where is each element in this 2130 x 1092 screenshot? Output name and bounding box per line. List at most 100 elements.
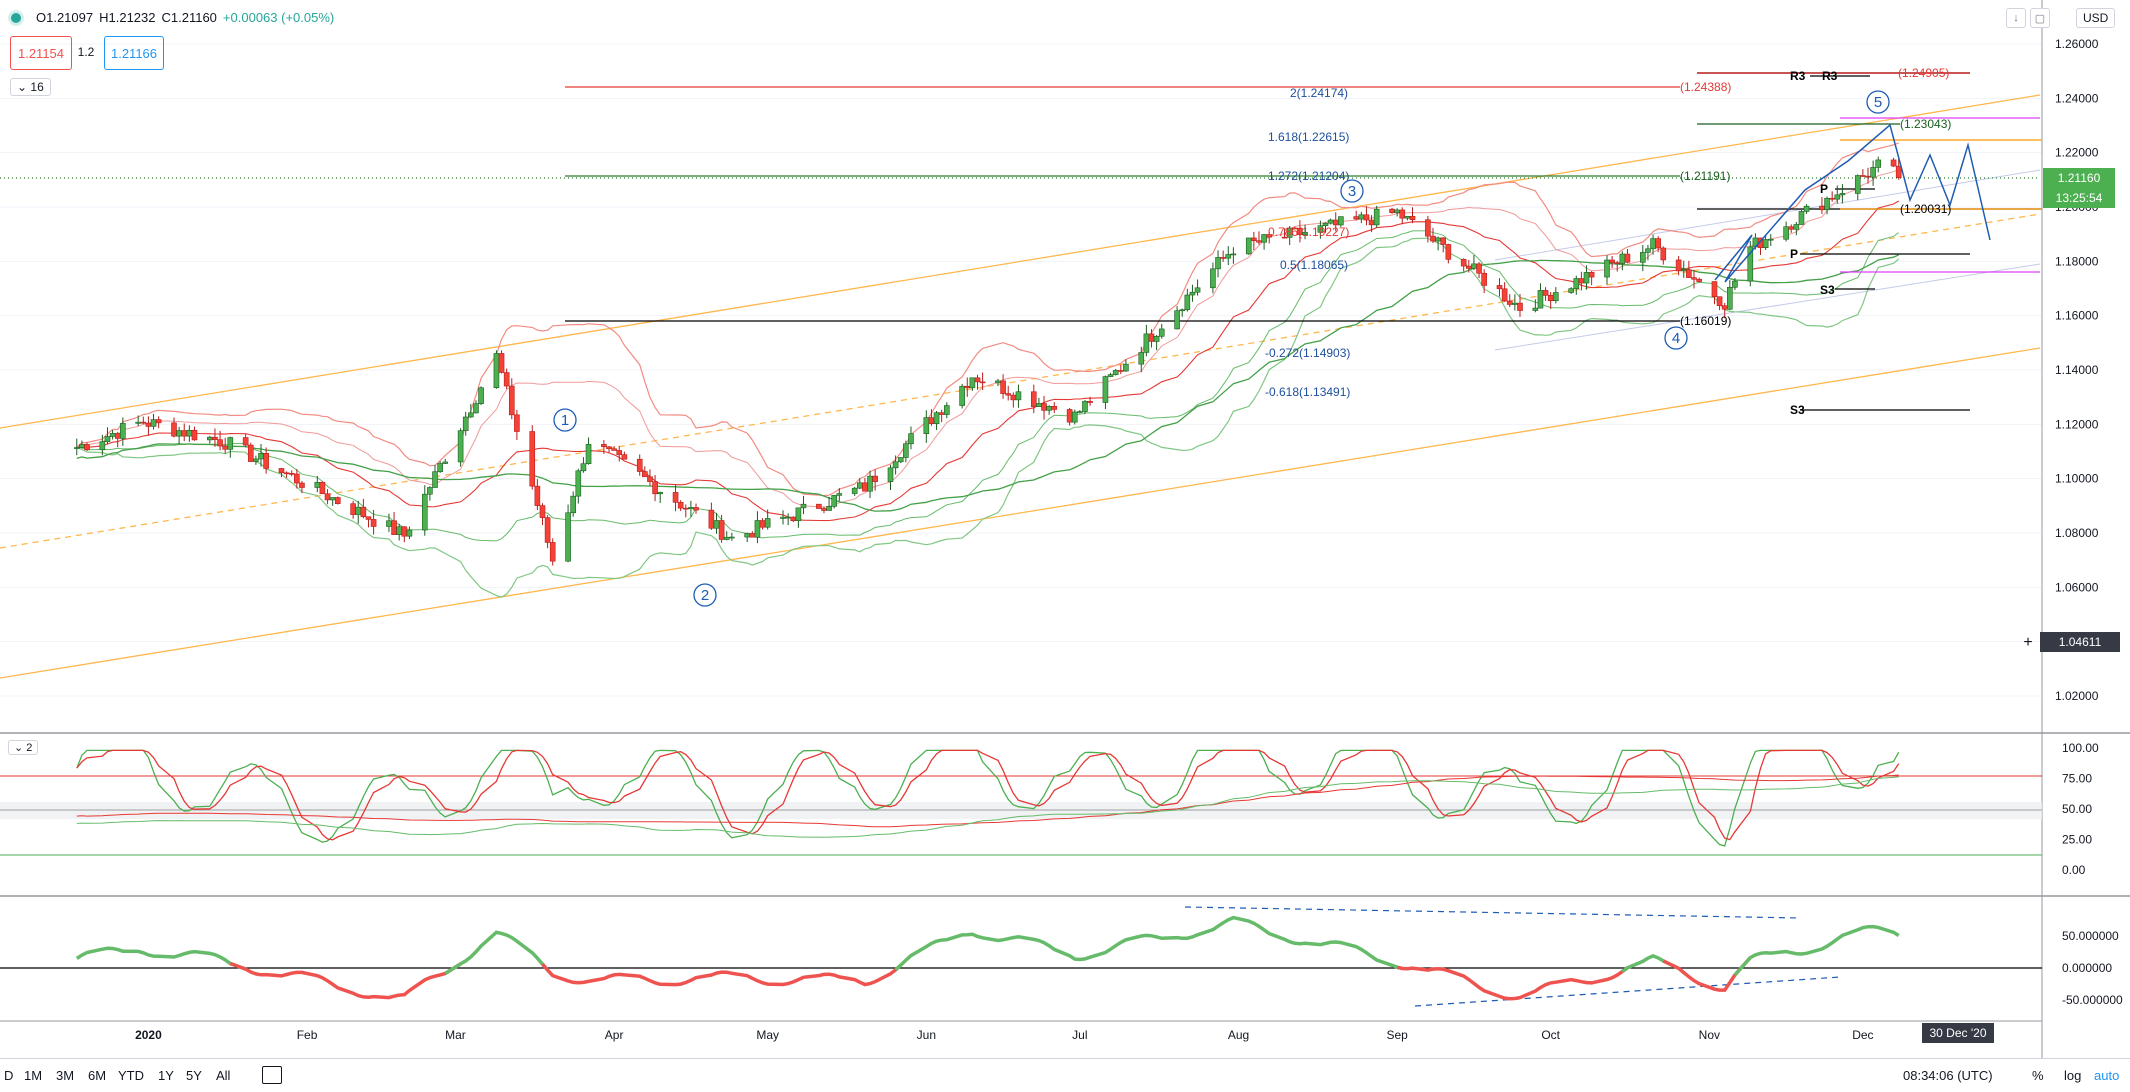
wave-3-label: 3 [1348,183,1356,200]
oscillator-axis: 50.000000 0.000000 -50.000000 [2062,929,2123,1007]
candle [1261,233,1267,250]
candle [549,538,556,566]
time-axis[interactable]: 2020 Feb Mar Apr May Jun Jul Aug Sep Oct Nov Dec [135,1028,1873,1042]
pivot-label-r3-a: R3 [1790,69,1806,83]
wave-projection[interactable] [1714,123,1991,283]
osc-divergence-bottom[interactable] [1414,976,1841,1007]
candle [1245,237,1252,255]
candle [606,446,612,453]
range-3m[interactable]: 3M [56,1068,75,1083]
candle [406,526,413,540]
channel-mid-line[interactable] [0,213,2041,549]
candle [908,426,914,450]
candle [570,491,576,517]
bollinger-lower-outer [76,237,1900,598]
fib-labels: 2(1.24174) 1.618(1.22615) 1.272(1.21204)… [1265,66,1951,417]
range-all[interactable]: All [216,1068,231,1083]
candle [677,500,684,512]
range-5y[interactable]: 5Y [186,1068,202,1083]
oscillator-tick-label: 50.000000 [2062,929,2119,943]
time-tick-label: Sep [1386,1028,1408,1042]
candle [503,368,510,390]
candle [1640,244,1646,272]
moving-average-50 [76,254,1899,512]
candle [1496,278,1503,297]
arrow-down-icon[interactable]: ↓ [2006,8,2026,28]
clock-time[interactable]: 08:34:06 (UTC) [1903,1068,1993,1083]
candle [1138,346,1145,373]
indicators-toggle[interactable]: ⌄ 16 [10,78,51,96]
time-tick-label: Feb [297,1028,318,1042]
candle [1460,258,1467,272]
buy-button[interactable]: 1.21166 [104,36,164,70]
price-tick-label: 1.16000 [2055,309,2099,323]
log-toggle[interactable]: log [2064,1068,2082,1083]
cursor-date-tag: 30 Dec '20 [1922,1023,1994,1043]
plus-icon[interactable]: + [2023,634,2032,651]
cursor-date-label: 30 Dec '20 [1930,1026,1987,1040]
channel-upper-line[interactable] [0,94,2041,429]
price-tick-label: 1.10000 [2055,472,2099,486]
percent-toggle[interactable]: % [2032,1068,2044,1083]
wave-2-marker[interactable]: 2 [693,583,717,607]
candle [1542,287,1549,301]
price-tick-label: 1.22000 [2055,146,2099,160]
horizontal-levels[interactable] [0,72,2042,411]
maximize-icon[interactable]: ▢ [2030,8,2050,28]
candle [294,469,300,489]
wave-labels[interactable]: 1 2 3 4 5 [553,90,1890,607]
candle [1302,224,1308,240]
price-axis[interactable]: 1.260001.240001.220001.200001.180001.160… [2055,37,2099,703]
oscillator-pane[interactable]: 50.000000 0.000000 -50.000000 [0,906,2123,1007]
chevron-down-icon: ⌄ [17,80,31,94]
candle [1727,280,1733,311]
candle [1624,248,1631,264]
calendar-icon[interactable] [262,1066,282,1084]
stochastic-tick-label: 75.00 [2062,772,2092,786]
candle [493,350,500,389]
time-tick-label: Apr [605,1028,624,1042]
price-tick-label: 1.26000 [2055,37,2099,51]
stochastic-pane[interactable]: 100.00 75.00 50.00 25.00 0.00 [0,741,2099,877]
candlestick-series[interactable] [73,156,1902,566]
oscillator-tick-label: 0.000000 [2062,961,2112,975]
sell-button[interactable]: 1.21154 [10,36,72,70]
candle [831,495,838,509]
candle [621,451,628,460]
candle [427,486,433,501]
osc-divergence-top[interactable] [1184,906,1801,919]
range-1m[interactable]: 1M [24,1068,43,1083]
candle [1251,231,1257,250]
wave-3-marker[interactable]: 3 [1340,179,1364,203]
candle [1481,269,1487,294]
wave-projection-path[interactable] [1714,123,1991,283]
wave-4-marker[interactable]: 4 [1664,326,1688,350]
range-d[interactable]: D [4,1068,14,1083]
candle [1174,306,1180,330]
osc-line-positive [75,946,247,971]
candle [969,377,976,391]
stochastic-collapse[interactable]: ⌄ 2 [8,740,39,755]
candle [457,428,464,467]
candle [514,409,520,440]
countdown-label: 13:25:54 [2056,191,2103,205]
channel-lower-line[interactable] [0,347,2041,679]
range-ytd[interactable]: YTD [118,1068,144,1083]
candle [1107,372,1114,378]
candle [923,410,930,443]
trend-channel[interactable] [0,94,2041,679]
candle [544,515,551,549]
gray-trendline-high[interactable] [1494,169,2041,261]
range-6m[interactable]: 6M [88,1068,107,1083]
auto-toggle[interactable]: auto [2094,1068,2120,1083]
currency-button[interactable]: USD [2076,8,2116,28]
fib-label-2: 2(1.24174) [1290,86,1348,100]
wave-1-marker[interactable]: 1 [553,408,577,432]
stochastic-d-line [76,749,1900,841]
candle [1686,260,1692,278]
wave-5-marker[interactable]: 5 [1866,90,1890,114]
gray-trendline-low[interactable] [1494,263,2041,351]
candle [1317,220,1324,239]
range-1y[interactable]: 1Y [158,1068,174,1083]
